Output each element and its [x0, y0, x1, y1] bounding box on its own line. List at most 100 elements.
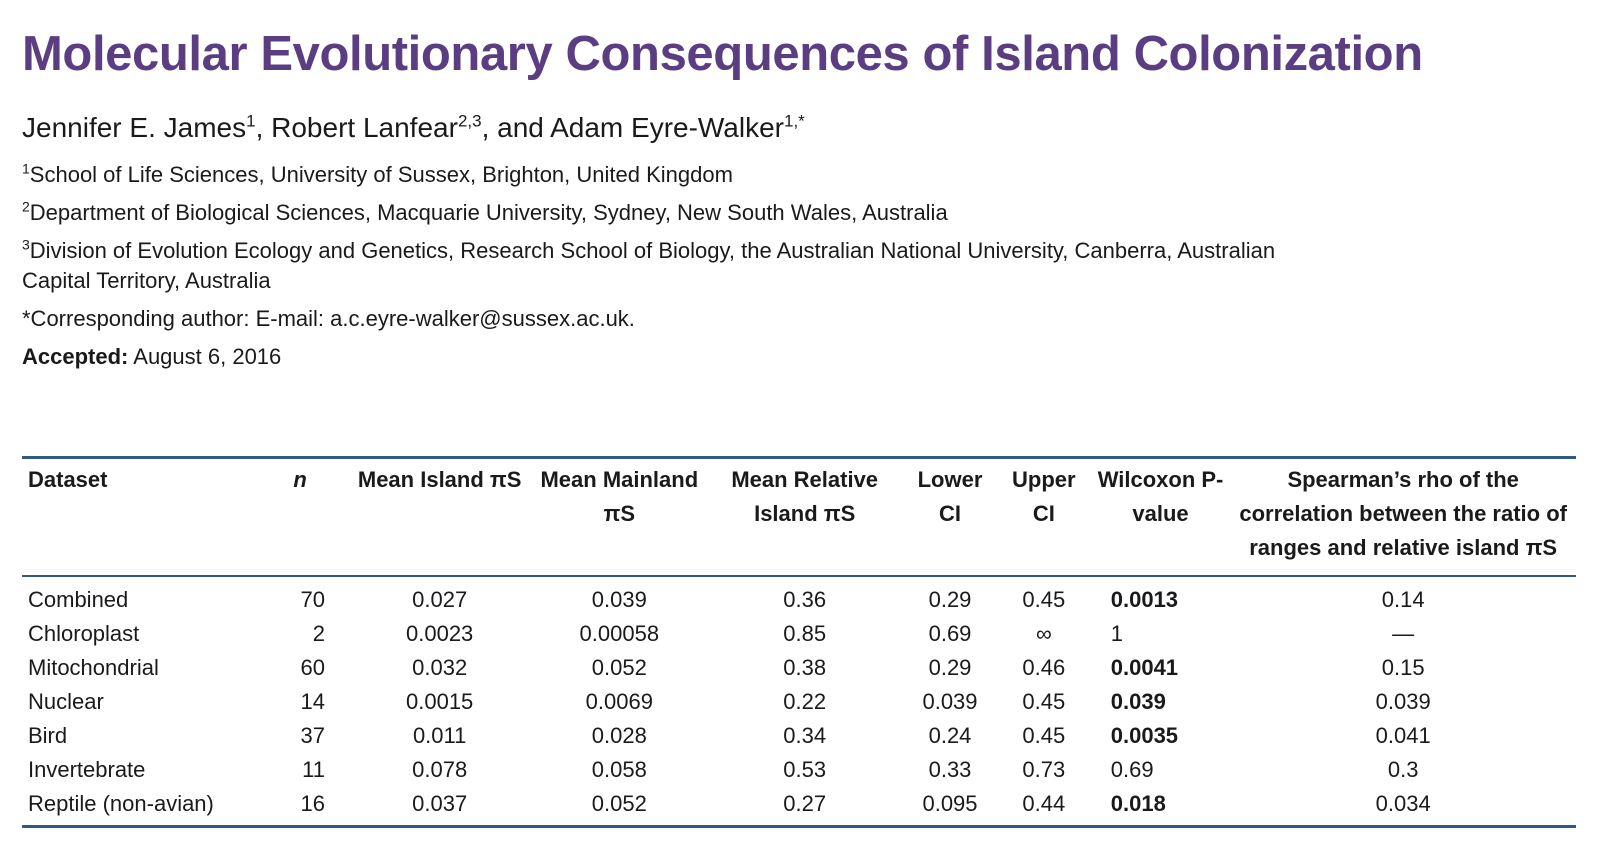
cell-dataset: Mitochondrial: [28, 655, 159, 680]
cell-mean-relative: 0.36: [783, 587, 827, 612]
cell-dataset: Chloroplast: [28, 621, 140, 646]
accepted-label: Accepted:: [22, 344, 129, 369]
cell-spearman: —: [1392, 621, 1415, 646]
author-separator: ,: [255, 112, 272, 143]
cell-wilcoxon: 0.0013: [1110, 587, 1179, 612]
col-header-n: n: [253, 457, 347, 577]
cell-wilcoxon: 0.0035: [1110, 723, 1179, 748]
cell-mean-island: 0.0015: [406, 689, 474, 714]
cell-spearman: 0.15: [1381, 655, 1425, 680]
cell-upper-ci: 0.44: [1022, 791, 1066, 816]
affiliation-text: Division of Evolution Ecology and Geneti…: [22, 238, 1276, 293]
affiliation-number: 1: [22, 160, 30, 177]
cell-mean-island: 0.037: [412, 791, 468, 816]
affiliation-text: Department of Biological Sciences, Macqu…: [29, 200, 948, 225]
table-row: Mitochondrial 60 0.032 0.052 0.38 0.29 0.46 0.0…: [22, 651, 1576, 685]
cell-upper-ci: 0.45: [1022, 723, 1066, 748]
col-header-upper-ci: Upper CI: [996, 457, 1091, 577]
author-list: Jennifer E. James1, Robert Lanfear2,3, a…: [22, 112, 805, 144]
cell-spearman: 0.039: [1375, 689, 1431, 714]
affiliation-text: School of Life Sciences, University of S…: [29, 162, 733, 187]
author-affiliation-mark: 2,3: [457, 111, 482, 131]
col-header-lower-ci: Lower CI: [903, 457, 997, 577]
cell-mean-mainland: 0.028: [591, 723, 647, 748]
col-header-wilcoxon: Wilcoxon P-value: [1090, 457, 1231, 577]
author-affiliation-mark: 1: [246, 111, 256, 131]
cell-mean-mainland: 0.0069: [585, 689, 653, 714]
affiliation-number: 2: [22, 198, 30, 215]
cell-n: 11: [302, 757, 325, 782]
table-row: Chloroplast 2 0.0023 0.00058 0.85 0.69 ∞ 1 —: [22, 617, 1576, 651]
table-row: Bird 37 0.011 0.028 0.34 0.24 0.45 0.0035 0.041: [22, 719, 1576, 753]
cell-n: 16: [300, 791, 325, 816]
cell-lower-ci: 0.69: [928, 621, 972, 646]
cell-lower-ci: 0.24: [928, 723, 972, 748]
cell-spearman: 0.3: [1387, 757, 1419, 782]
cell-mean-island: 0.0023: [406, 621, 474, 646]
cell-n: 70: [300, 587, 325, 612]
cell-lower-ci: 0.29: [928, 655, 972, 680]
affiliation-3: 3Division of Evolution Ecology and Genet…: [22, 236, 1322, 296]
cell-upper-ci: 0.46: [1022, 655, 1066, 680]
cell-upper-ci: ∞: [1035, 621, 1052, 646]
col-header-mean-relative: Mean Relative Island πS: [706, 457, 904, 577]
table-header-row: Dataset n Mean Island πS Mean Mainland π…: [22, 457, 1576, 577]
cell-mean-mainland: 0.00058: [579, 621, 660, 646]
cell-mean-relative: 0.38: [783, 655, 827, 680]
author-affiliation-mark: 1,*: [784, 111, 805, 131]
accepted-value: August 6, 2016: [133, 344, 282, 369]
table-row: Invertebrate 11 0.078 0.058 0.53 0.33 0.73 0.69…: [22, 753, 1576, 787]
cell-wilcoxon: 0.018: [1110, 791, 1166, 816]
cell-n: 37: [300, 723, 325, 748]
cell-mean-relative: 0.85: [783, 621, 827, 646]
cell-mean-relative: 0.22: [783, 689, 827, 714]
author-name: Jennifer E. James: [22, 112, 247, 143]
cell-dataset: Nuclear: [28, 689, 104, 714]
table-row: Reptile (non-avian) 16 0.037 0.052 0.27 0.095…: [22, 787, 1576, 827]
cell-mean-island: 0.078: [412, 757, 468, 782]
affiliation-number: 3: [22, 236, 30, 253]
cell-mean-island: 0.032: [412, 655, 468, 680]
cell-dataset: Invertebrate: [28, 757, 146, 782]
affiliation-1: 1School of Life Sciences, University of …: [22, 160, 733, 190]
cell-mean-mainland: 0.052: [591, 791, 647, 816]
author-name: Adam Eyre-Walker: [550, 112, 784, 143]
col-header-mean-mainland: Mean Mainland πS: [532, 457, 707, 577]
cell-n: 14: [300, 689, 325, 714]
affiliation-2: 2Department of Biological Sciences, Macq…: [22, 198, 948, 228]
cell-upper-ci: 0.45: [1022, 587, 1066, 612]
cell-n: 60: [300, 655, 325, 680]
table-row: Combined 70 0.027 0.039 0.36 0.29 0.45 0.0013 0.…: [22, 576, 1576, 617]
paper-title: Molecular Evolutionary Consequences of I…: [22, 27, 1423, 81]
cell-dataset: Combined: [28, 587, 129, 612]
cell-mean-island: 0.011: [412, 723, 467, 748]
col-header-spearman: Spearman’s rho of the correlation betwee…: [1230, 457, 1576, 577]
cell-mean-mainland: 0.058: [591, 757, 647, 782]
table-row: Nuclear 14 0.0015 0.0069 0.22 0.039 0.45 0.039 0…: [22, 685, 1576, 719]
cell-dataset: Reptile (non-avian): [28, 791, 214, 816]
cell-dataset: Bird: [28, 723, 68, 748]
cell-wilcoxon: 1: [1110, 621, 1123, 646]
cell-mean-island: 0.027: [412, 587, 468, 612]
cell-mean-relative: 0.53: [783, 757, 827, 782]
cell-mean-relative: 0.27: [783, 791, 827, 816]
cell-mean-mainland: 0.039: [591, 587, 647, 612]
cell-wilcoxon: 0.0041: [1110, 655, 1179, 680]
cell-n: 2: [312, 621, 325, 646]
col-header-dataset: Dataset: [22, 457, 254, 577]
cell-lower-ci: 0.095: [922, 791, 978, 816]
results-table: Dataset n Mean Island πS Mean Mainland π…: [22, 456, 1576, 828]
cell-spearman: 0.14: [1381, 587, 1425, 612]
cell-spearman: 0.041: [1375, 723, 1431, 748]
cell-spearman: 0.034: [1375, 791, 1431, 816]
corresponding-author: *Corresponding author: E-mail: a.c.eyre-…: [22, 306, 635, 331]
author-separator: , and: [481, 112, 551, 143]
cell-wilcoxon: 0.69: [1110, 757, 1154, 782]
cell-upper-ci: 0.45: [1022, 689, 1066, 714]
col-header-mean-island: Mean Island πS: [346, 457, 533, 577]
cell-mean-mainland: 0.052: [591, 655, 647, 680]
accepted-date: Accepted: August 6, 2016: [22, 342, 281, 372]
cell-wilcoxon: 0.039: [1110, 689, 1166, 714]
cell-lower-ci: 0.33: [928, 757, 972, 782]
table-body: Combined 70 0.027 0.039 0.36 0.29 0.45 0.0013 0.…: [22, 576, 1576, 827]
